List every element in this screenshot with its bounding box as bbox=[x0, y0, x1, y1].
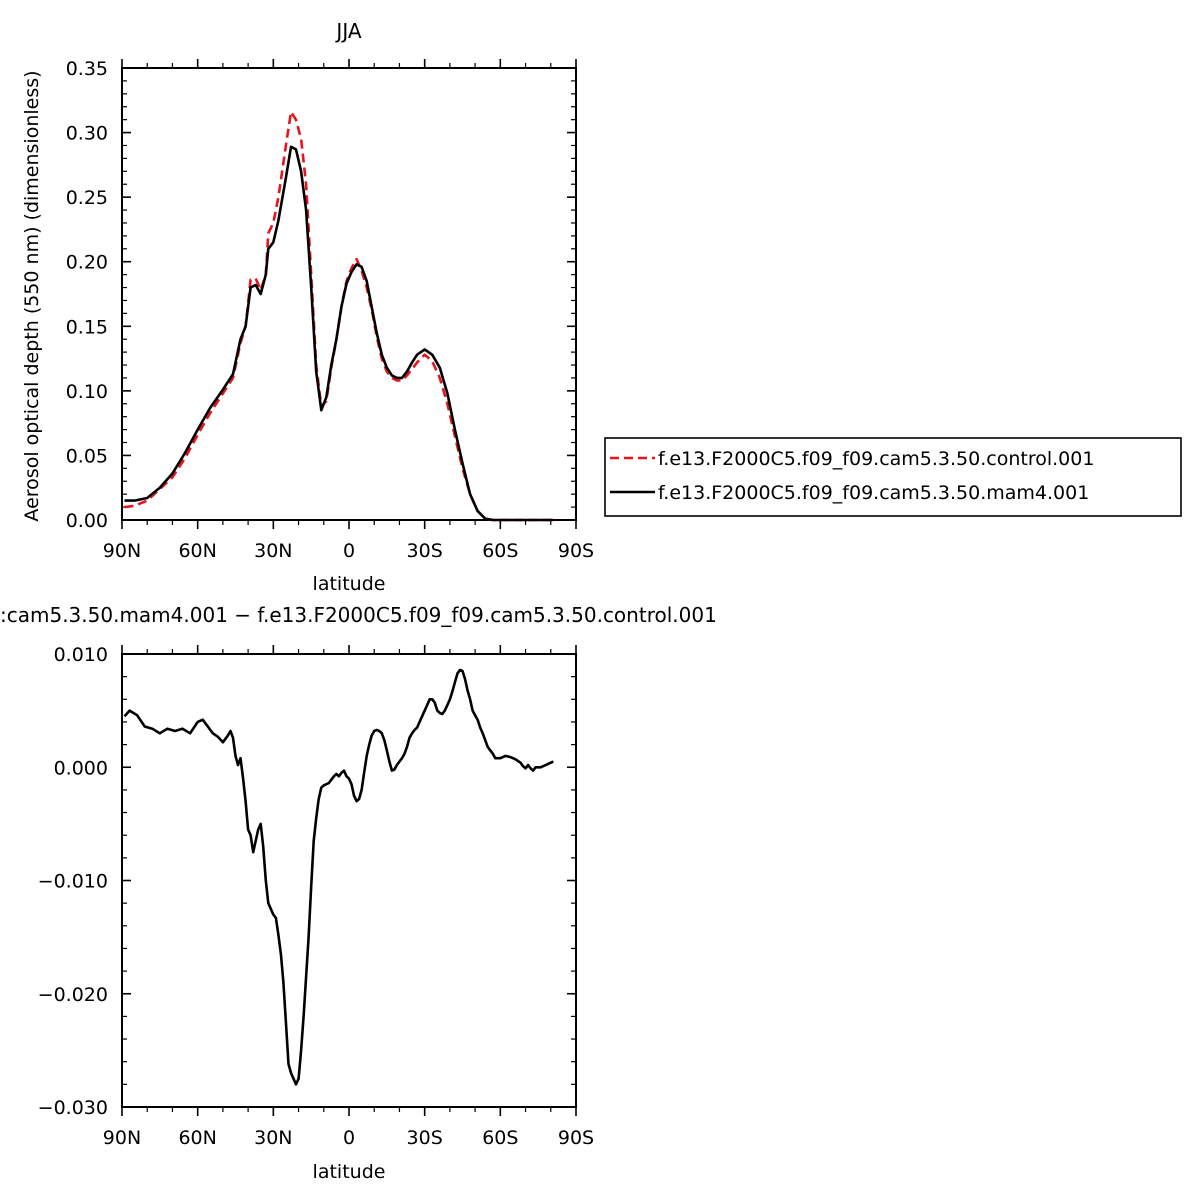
chart-title: :cam5.3.50.mam4.001 − f.e13.F2000C5.f09_… bbox=[0, 603, 717, 627]
x-tick-label: 60S bbox=[482, 1127, 518, 1149]
legend: f.e13.F2000C5.f09_f09.cam5.3.50.control.… bbox=[604, 437, 1182, 517]
x-tick-label: 60N bbox=[178, 540, 216, 562]
y-tick-label: 0.010 bbox=[54, 644, 108, 666]
series-lines bbox=[124, 110, 554, 522]
x-tick-label: 60S bbox=[482, 540, 518, 562]
chart-title: JJA bbox=[334, 19, 361, 43]
y-ticks: 0.00 0.05 0.10 0.15 0.20 0.25 0.30 0.35 bbox=[66, 58, 576, 532]
y-tick-label: 0.20 bbox=[66, 252, 108, 274]
x-tick-label: 30S bbox=[407, 540, 443, 562]
difference-line-chart: :cam5.3.50.mam4.001 − f.e13.F2000C5.f09_… bbox=[0, 603, 717, 1183]
legend-label-mam4: f.e13.F2000C5.f09_f09.cam5.3.50.mam4.001 bbox=[658, 482, 1089, 504]
y-tick-label: 0.000 bbox=[54, 757, 108, 779]
y-axis-label: Aerosol optical depth (550 nm) (dimensio… bbox=[21, 70, 43, 521]
x-tick-label: 30S bbox=[407, 1127, 443, 1149]
y-tick-label: 0.15 bbox=[66, 316, 108, 338]
x-tick-label: 90S bbox=[558, 540, 594, 562]
x-ticks: 90N 60N 30N 0 30S 60S 90S bbox=[103, 59, 594, 562]
x-tick-label: 90N bbox=[103, 1127, 141, 1149]
x-tick-label: 30N bbox=[254, 1127, 292, 1149]
x-axis-label: latitude bbox=[313, 1161, 386, 1183]
series-lines bbox=[123, 668, 554, 1086]
x-tick-label: 0 bbox=[343, 540, 355, 562]
series-line-1 bbox=[124, 145, 554, 522]
y-tick-label: −0.020 bbox=[38, 984, 108, 1006]
y-tick-label: 0.30 bbox=[66, 123, 108, 145]
plot-frame bbox=[121, 67, 577, 521]
y-tick-label: −0.030 bbox=[38, 1097, 108, 1119]
x-ticks: 90N 60N 30N 0 30S 60S 90S bbox=[103, 645, 594, 1149]
y-tick-label: 0.00 bbox=[66, 510, 108, 532]
legend-box bbox=[604, 437, 1182, 517]
plot-frame bbox=[121, 653, 577, 1108]
legend-label-control: f.e13.F2000C5.f09_f09.cam5.3.50.control.… bbox=[658, 448, 1094, 470]
x-tick-label: 30N bbox=[254, 540, 292, 562]
y-tick-label: 0.25 bbox=[66, 187, 108, 209]
y-tick-label: −0.010 bbox=[38, 871, 108, 893]
y-tick-label: 0.10 bbox=[66, 381, 108, 403]
y-tick-label: 0.35 bbox=[66, 58, 108, 80]
x-tick-label: 90N bbox=[103, 540, 141, 562]
x-tick-label: 60N bbox=[178, 1127, 216, 1149]
y-tick-label: 0.05 bbox=[66, 445, 108, 467]
x-tick-label: 90S bbox=[558, 1127, 594, 1149]
series-line-0 bbox=[123, 668, 554, 1086]
aod-line-chart: JJA 0.00 0.05 0.10 0.15 0.20 0.25 0.30 0.35 90N… bbox=[21, 19, 1182, 595]
x-tick-label: 0 bbox=[343, 1127, 355, 1149]
x-axis-label: latitude bbox=[313, 573, 386, 595]
y-ticks: 0.010 0.000 −0.010 −0.020 −0.030 bbox=[38, 644, 576, 1119]
